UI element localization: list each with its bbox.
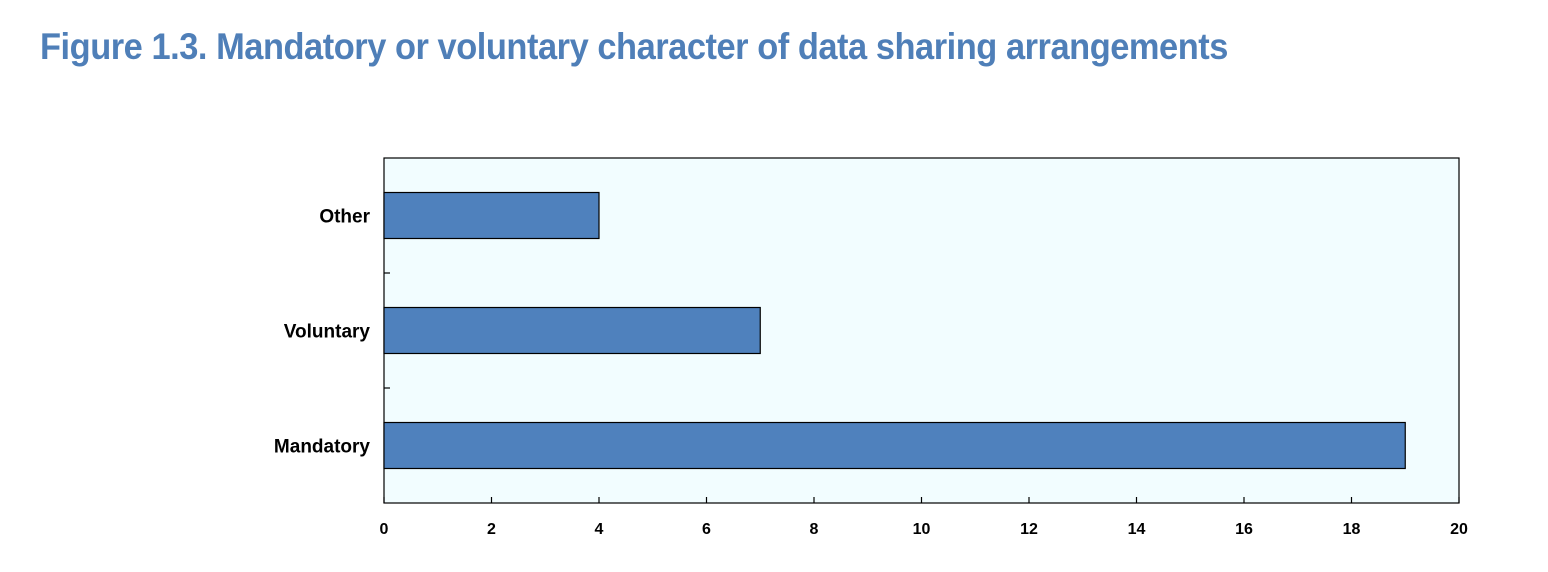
x-tick-label-8: 8 [810, 521, 819, 538]
x-tick-label-12: 12 [1020, 521, 1038, 538]
x-tick-label-6: 6 [702, 521, 711, 538]
x-axis-ticks [383, 497, 1460, 503]
y-tick-label-mandatory: Mandatory [274, 437, 371, 458]
x-tick-label-14: 14 [1128, 521, 1146, 538]
bar-voluntary [383, 306, 761, 355]
y-tick-label-other: Other [319, 207, 370, 228]
x-tick-label-18: 18 [1343, 521, 1361, 538]
x-tick-label-10: 10 [913, 521, 931, 538]
x-tick-label-0: 0 [380, 521, 389, 538]
x-tick-label-2: 2 [487, 521, 496, 538]
y-axis-category-labels: Other Voluntary Mandatory [274, 207, 371, 458]
x-tick-label-4: 4 [595, 521, 604, 538]
bar-other [383, 191, 600, 240]
figure-title: Figure 1.3. Mandatory or voluntary chara… [40, 26, 1228, 67]
x-tick-label-20: 20 [1450, 521, 1468, 538]
category-separator-ticks [384, 272, 390, 389]
bar-mandatory [383, 421, 1406, 470]
x-tick-label-16: 16 [1235, 521, 1253, 538]
y-tick-label-voluntary: Voluntary [284, 322, 371, 343]
bars-group [383, 191, 1406, 470]
x-axis-tick-labels: 0 2 4 6 8 10 12 14 16 18 20 [380, 521, 1468, 538]
